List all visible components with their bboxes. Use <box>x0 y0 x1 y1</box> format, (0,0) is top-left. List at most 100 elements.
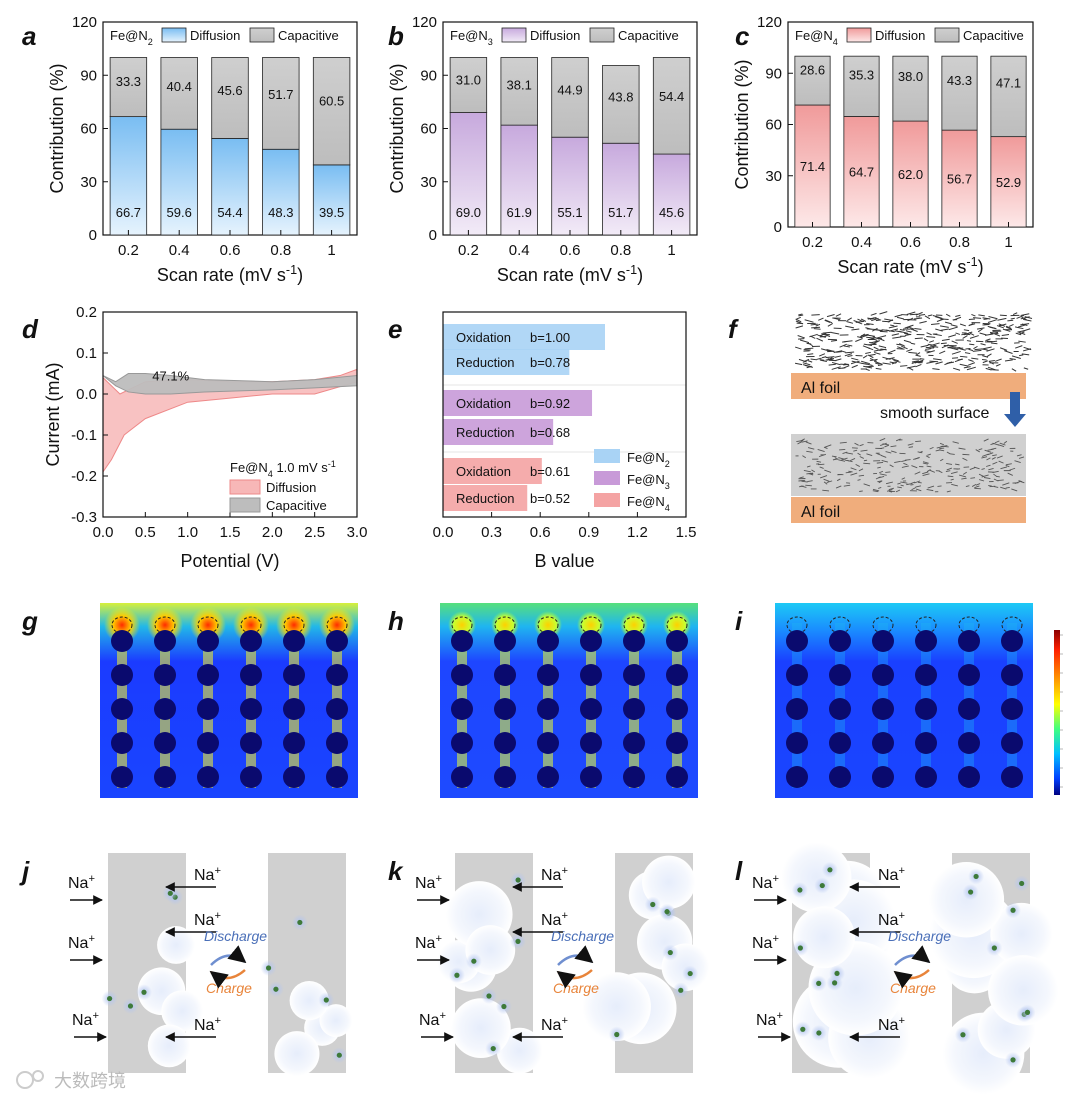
particle <box>1002 482 1010 486</box>
particle-circle <box>154 664 176 686</box>
particle <box>798 479 806 482</box>
data-label-diffusion: 54.4 <box>217 205 242 220</box>
particle <box>979 332 987 336</box>
particle <box>1004 359 1013 362</box>
particle <box>914 456 920 460</box>
particle <box>951 350 961 355</box>
particle <box>907 443 914 446</box>
panel-e: e Oxidation b=1.00 Reduction b=0.78 Oxidation… <box>388 311 696 571</box>
particle <box>979 479 985 482</box>
ion-label: Na+ <box>68 933 95 952</box>
particle <box>863 462 871 465</box>
particle <box>940 458 944 462</box>
y-tick-label: 30 <box>765 168 782 185</box>
particle <box>1021 353 1030 356</box>
charge-label: Charge <box>890 980 936 996</box>
particle-circle <box>872 766 894 788</box>
panel-letter-e: e <box>388 314 402 344</box>
particle <box>845 351 855 354</box>
particle <box>872 336 880 340</box>
data-label-diffusion: 48.3 <box>268 205 293 220</box>
particle <box>1020 316 1030 320</box>
particle <box>843 484 851 487</box>
data-label-diffusion: 39.5 <box>319 205 344 220</box>
particle <box>880 442 888 447</box>
panel-i: i <box>735 603 1063 798</box>
legend-label: Fe@N2 <box>627 450 670 469</box>
particle <box>916 354 921 357</box>
bar-diffusion <box>312 164 351 236</box>
particle <box>906 483 913 486</box>
particle <box>851 360 861 364</box>
panel-b: b 0 30 60 90 120 69.0 31.0 0.2 61.9 38.1 0.4 55.1 44.… <box>387 14 698 285</box>
particle-circle <box>786 698 808 720</box>
particle <box>819 359 825 361</box>
particle <box>897 486 902 489</box>
particle <box>922 473 930 476</box>
particle <box>976 327 985 330</box>
particle <box>988 360 995 362</box>
particle-circle <box>872 732 894 754</box>
legend-swatch <box>594 493 620 507</box>
particle <box>1014 480 1021 484</box>
pore-bubble <box>289 981 329 1021</box>
particle <box>888 487 894 491</box>
particle-circle <box>283 732 305 754</box>
x-tick-label: 2.5 <box>304 524 325 541</box>
particle <box>818 317 824 321</box>
particle <box>996 475 1000 478</box>
pore-bubble <box>642 855 696 909</box>
particle <box>999 442 1006 446</box>
panel-letter-h: h <box>388 606 404 636</box>
particle <box>926 469 931 473</box>
plot-frame <box>442 311 687 518</box>
particle <box>872 490 879 493</box>
y-axis-label: Contribution (%) <box>732 59 752 189</box>
particle <box>901 477 906 480</box>
particle <box>895 489 901 493</box>
particle <box>940 342 947 345</box>
ion-dot <box>834 970 840 977</box>
particle <box>804 319 814 323</box>
particle <box>869 341 877 345</box>
ion-dot <box>797 887 803 893</box>
particle-circle <box>326 664 348 686</box>
x-tick-label: 0.2 <box>802 234 823 251</box>
particle <box>880 348 887 351</box>
y-tick-label: 30 <box>80 174 97 191</box>
legend-swatch-diffusion <box>229 479 261 495</box>
ion-dot <box>501 1003 507 1010</box>
particle <box>881 329 889 331</box>
ion-label: Na+ <box>878 1015 905 1034</box>
bar-diffusion <box>941 129 978 228</box>
particle <box>906 311 916 315</box>
bar-capacitive <box>602 65 640 144</box>
particle <box>875 367 882 370</box>
data-label-capacitive: 47.1 <box>996 75 1021 90</box>
particle <box>908 446 913 448</box>
particle <box>986 353 992 357</box>
particle <box>896 316 905 320</box>
panel-letter-a: a <box>22 21 36 51</box>
bar-value-label: b=0.68 <box>530 425 570 440</box>
particle <box>968 318 976 321</box>
particle <box>1016 314 1025 319</box>
legend-label-diffusion: Diffusion <box>266 480 316 495</box>
particle <box>963 366 971 369</box>
particle-circle <box>326 630 348 652</box>
particle <box>911 360 919 363</box>
particle <box>807 447 815 450</box>
data-label-capacitive: 54.4 <box>659 89 684 104</box>
legend-label-diffusion: Diffusion <box>530 28 580 43</box>
x-tick-label: 1.2 <box>627 524 648 541</box>
particle <box>951 483 958 487</box>
legend-swatch-diffusion <box>161 27 187 43</box>
particle-circle <box>666 766 688 788</box>
particle <box>863 343 873 347</box>
particle <box>940 328 949 331</box>
bar-process-label: Oxidation <box>456 330 511 345</box>
particle <box>877 364 883 366</box>
bar-diffusion <box>652 153 691 236</box>
particle <box>1010 317 1015 320</box>
particle <box>929 340 935 343</box>
